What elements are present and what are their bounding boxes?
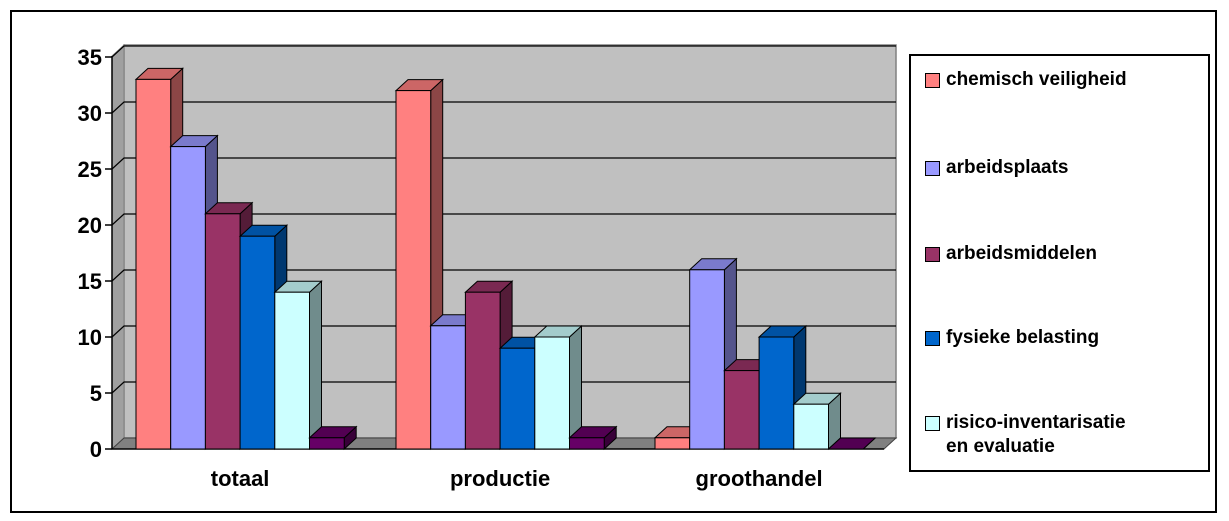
gridline xyxy=(111,325,896,338)
bar xyxy=(499,347,536,450)
legend-item: fysieke belasting xyxy=(925,326,1099,350)
legend-label: chemisch veiligheid xyxy=(946,69,1127,90)
bar xyxy=(170,146,206,450)
legend-label: arbeidsmiddelen xyxy=(946,243,1097,264)
bar xyxy=(135,78,172,450)
x-tick-label: productie xyxy=(450,466,550,491)
y-tick-label: 35 xyxy=(78,45,102,70)
bar xyxy=(309,437,345,450)
gridline xyxy=(111,269,896,282)
legend-item: arbeidsplaats xyxy=(925,156,1069,180)
bar xyxy=(758,336,795,450)
gridline xyxy=(111,157,896,170)
y-tick-label: 30 xyxy=(78,101,102,126)
y-tick-label: 15 xyxy=(78,269,102,294)
bar xyxy=(689,269,725,450)
bar xyxy=(569,437,605,450)
bar xyxy=(239,235,276,450)
bar xyxy=(534,336,570,450)
legend-swatch xyxy=(925,331,940,346)
bar xyxy=(395,90,432,450)
legend-swatch xyxy=(925,73,940,88)
legend-swatch xyxy=(925,161,940,176)
gridline xyxy=(111,45,896,58)
bar-chart: 0 5 10 15 20 25 30 35 totaal productie groothandel xyxy=(78,43,898,491)
legend-item: chemisch veiligheid xyxy=(925,68,1127,92)
plot-side-wall xyxy=(111,43,125,451)
y-tick-label: 10 xyxy=(78,325,102,350)
bar xyxy=(464,291,501,450)
legend-swatch xyxy=(925,416,940,431)
y-tick-label: 25 xyxy=(78,157,102,182)
y-tick-label: 5 xyxy=(90,381,102,406)
x-tick-label: totaal xyxy=(211,466,270,491)
bar-top xyxy=(827,437,877,450)
bar xyxy=(793,403,829,450)
bar xyxy=(654,437,691,450)
gridline xyxy=(111,381,896,394)
legend-swatch xyxy=(925,247,940,262)
gridline xyxy=(111,213,896,226)
y-tick-label: 0 xyxy=(90,437,102,462)
chart-legend: chemisch veiligheid arbeidsplaats arbeidsm… xyxy=(909,54,1210,472)
bar xyxy=(723,370,760,450)
x-tick-label: groothandel xyxy=(696,466,823,491)
legend-item: arbeidsmiddelen xyxy=(925,242,1097,266)
legend-label: fysieke belasting xyxy=(946,327,1100,348)
legend-item: risico-inventarisatie en evaluatie xyxy=(925,411,1126,459)
bar xyxy=(204,213,241,450)
gridline xyxy=(111,101,896,114)
bar-side xyxy=(309,280,322,451)
legend-label: risico-inventarisatie en evaluatie xyxy=(946,412,1126,457)
chart-frame: 0 5 10 15 20 25 30 35 totaal productie groothandel… xyxy=(10,10,1217,513)
legend-label: arbeidsplaats xyxy=(946,157,1069,178)
y-tick-label: 20 xyxy=(78,213,102,238)
bar xyxy=(430,325,466,450)
bar xyxy=(274,291,310,450)
